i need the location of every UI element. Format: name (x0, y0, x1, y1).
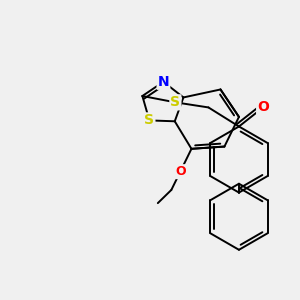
Text: S: S (170, 95, 180, 109)
Text: O: O (257, 100, 269, 114)
Text: O: O (175, 165, 186, 178)
Text: S: S (144, 113, 154, 128)
Text: N: N (158, 75, 169, 89)
